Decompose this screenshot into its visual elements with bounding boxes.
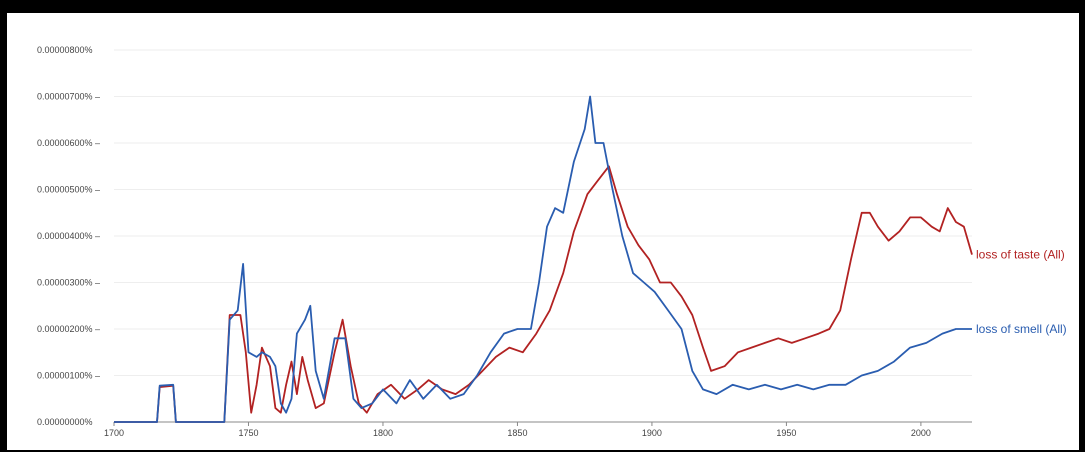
x-tick-label: 2000 bbox=[911, 428, 931, 438]
y-tick-label: 0.00000500% – bbox=[37, 185, 100, 195]
series-label-loss-of-taste: loss of taste (All) bbox=[976, 248, 1065, 262]
series-lines bbox=[114, 95, 973, 423]
y-tick-label: 0.00000400% – bbox=[37, 231, 100, 241]
series-line-loss-of-taste bbox=[114, 165, 973, 423]
y-tick-label: 0.00000100% – bbox=[37, 371, 100, 381]
x-tick-label: 1850 bbox=[507, 428, 527, 438]
x-tick-label: 1750 bbox=[238, 428, 258, 438]
series-label-loss-of-smell: loss of smell (All) bbox=[976, 322, 1067, 336]
x-tick-label: 1950 bbox=[776, 428, 796, 438]
x-tick-label: 1700 bbox=[104, 428, 124, 438]
y-tick-label: 0.00000200% – bbox=[37, 324, 100, 334]
series-line-loss-of-smell bbox=[114, 95, 972, 423]
y-tick-label: 0.00000600% – bbox=[37, 138, 100, 148]
series-labels: loss of taste (All) loss of smell (All) bbox=[976, 248, 1067, 336]
grid-lines bbox=[114, 49, 972, 376]
x-axis-ticks: 1700 1750 1800 1850 1900 1950 2000 bbox=[104, 421, 972, 438]
y-axis-ticks: 0.00000000% 0.00000100% – 0.00000200% – 0.0… bbox=[37, 45, 100, 427]
y-tick-label: 0.00000700% – bbox=[37, 92, 100, 102]
y-tick-label: 0.00000800% bbox=[37, 45, 93, 55]
x-tick-label: 1800 bbox=[373, 428, 393, 438]
y-tick-label: 0.00000000% bbox=[37, 417, 93, 427]
y-tick-label: 0.00000300% – bbox=[37, 278, 100, 288]
x-tick-label: 1900 bbox=[642, 428, 662, 438]
